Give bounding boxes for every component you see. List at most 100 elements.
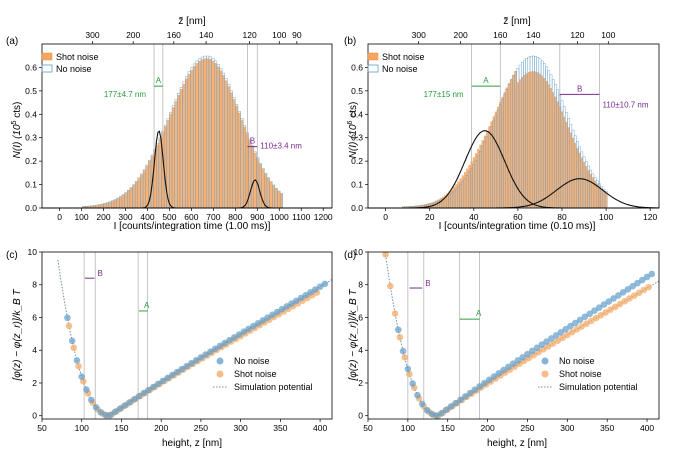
no-noise-point [164, 374, 171, 382]
no-noise-point [173, 368, 181, 376]
y-tick-label: 0 [32, 411, 37, 421]
y-tick-label: 0.5 [351, 86, 363, 96]
shot-noise-point [578, 323, 585, 330]
shot-noise-bar [182, 83, 186, 208]
x-tick-label: 400 [640, 423, 654, 433]
y-tick-label: 4 [358, 345, 363, 355]
y-tick-label: 10 [354, 247, 364, 257]
shot-noise-bar [596, 183, 599, 208]
no-noise-point [514, 357, 522, 364]
no-noise-point [68, 337, 76, 345]
shot-noise-point [635, 289, 643, 297]
shot-noise-bar [554, 96, 557, 208]
shot-noise-bar [219, 70, 223, 208]
legend-no-noise-marker [541, 357, 549, 365]
no-noise-point [297, 294, 305, 302]
annotation-a-letter: A [144, 301, 150, 310]
x-tick-label: 40 [469, 212, 479, 222]
x-tick-label: 100 [75, 423, 89, 433]
no-noise-point [586, 310, 593, 318]
shot-noise-point [406, 370, 413, 378]
shot-noise-bar [280, 193, 283, 208]
shot-noise-point [583, 320, 590, 328]
shot-noise-bar [198, 60, 202, 209]
no-noise-point [183, 362, 190, 370]
shot-noise-bar [422, 204, 425, 208]
shot-noise-bar [100, 204, 104, 208]
y-tick-label: 0.1 [351, 180, 363, 190]
panel-c-ylabel: [φ(z) − φ(z_r)]/k_B T [12, 289, 23, 382]
shot-noise-bar [466, 168, 469, 208]
legend-shot-noise-marker [216, 370, 224, 378]
no-noise-point [552, 332, 560, 339]
shot-noise-point [607, 306, 614, 313]
shot-noise-bar [156, 144, 159, 208]
panel-a-top-axis-label: z̃ [nm] [178, 16, 206, 27]
shot-noise-bar [567, 127, 570, 208]
shot-noise-point [616, 300, 624, 308]
no-noise-point [524, 350, 531, 358]
shot-noise-bar [470, 161, 473, 208]
shot-noise-point [640, 286, 648, 294]
shot-noise-bar [277, 191, 281, 208]
shot-noise-bar [269, 181, 273, 208]
shot-noise-bar [602, 191, 605, 208]
legend-no-noise-label: No noise [382, 64, 418, 74]
shot-noise-bar [153, 150, 157, 208]
x-tick-label: 200 [96, 212, 110, 222]
shot-noise-bar [222, 75, 225, 208]
no-noise-point [149, 383, 157, 391]
shot-noise-bar [485, 130, 489, 208]
shot-noise-bar [116, 198, 120, 208]
shot-noise-bar [459, 178, 462, 208]
annotation-a-text: 177±4.7 nm [104, 90, 147, 99]
shot-noise-bar [119, 196, 122, 208]
no-noise-point [73, 357, 81, 364]
no-noise-point [64, 314, 71, 322]
shot-noise-bar [135, 181, 138, 208]
x-tick-label: 700 [206, 212, 220, 222]
no-noise-point [562, 325, 570, 333]
shot-noise-bar [169, 113, 173, 208]
shot-noise-bar [477, 148, 480, 208]
panel-d: (d) height, z [nm] [φ(z) − φ(z_r)]/k_B T… [344, 247, 660, 449]
panel-d-xlabel: height, z [nm] [487, 438, 547, 449]
shot-noise-bar [417, 205, 420, 208]
legend-no-noise-label: No noise [234, 356, 270, 366]
shot-noise-bar [201, 59, 204, 208]
shot-noise-bar [92, 205, 96, 208]
no-noise-point [548, 335, 555, 342]
shot-noise-point [597, 311, 605, 319]
shot-noise-bar [569, 132, 572, 208]
no-noise-point [197, 354, 205, 361]
shot-noise-bar [132, 184, 136, 208]
shot-noise-point [70, 344, 78, 352]
shot-noise-bar [114, 199, 117, 208]
no-noise-point [140, 389, 147, 397]
no-noise-point [273, 308, 281, 316]
y-tick-label: 0.0 [351, 203, 363, 213]
shot-noise-point [554, 337, 562, 344]
y-tick-label: 8 [32, 280, 37, 290]
shot-noise-point [626, 295, 633, 302]
no-noise-point [409, 380, 416, 387]
shot-noise-point [387, 282, 394, 290]
shot-noise-bar [446, 193, 449, 208]
x-tick-label: 600 [184, 212, 198, 222]
shot-noise-bar [503, 92, 506, 208]
shot-noise-bar [121, 194, 125, 208]
shot-noise-bar [111, 200, 115, 208]
annotation-a-text: 177±15 nm [424, 90, 464, 99]
shot-noise-bar [437, 199, 440, 208]
x-tick-label: 50 [37, 423, 47, 433]
shot-noise-bar [530, 71, 533, 208]
top-tick-label: 120 [243, 30, 257, 40]
legend-shot-noise-label: Shot noise [559, 369, 602, 379]
no-noise-point [259, 317, 267, 324]
legend-no-noise-marker [216, 357, 224, 365]
shot-noise-bar [240, 119, 244, 208]
shot-noise-bar [455, 184, 458, 208]
shot-noise-bar [410, 206, 414, 208]
no-noise-point [538, 341, 546, 349]
annotation-b-letter: B [425, 279, 430, 288]
